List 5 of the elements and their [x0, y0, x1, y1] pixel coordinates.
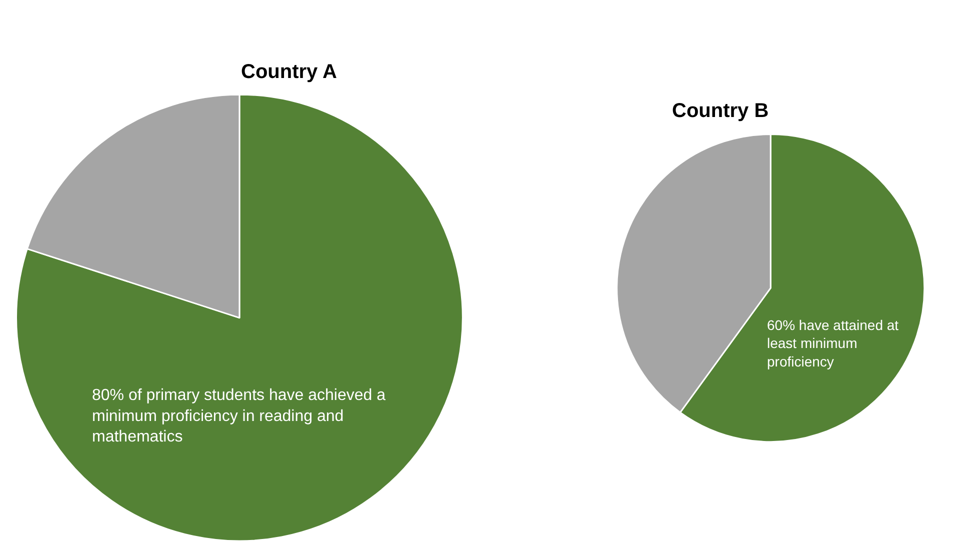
text: 80% of primary students have achieved a minimum proficiency in reading and mathematics [92, 387, 386, 446]
chart-title: Country B [672, 100, 769, 122]
text: 60% have attained at least minimum proficiency [767, 317, 899, 370]
chart-title: Country A [241, 61, 337, 83]
pie-slice [16, 94, 464, 542]
